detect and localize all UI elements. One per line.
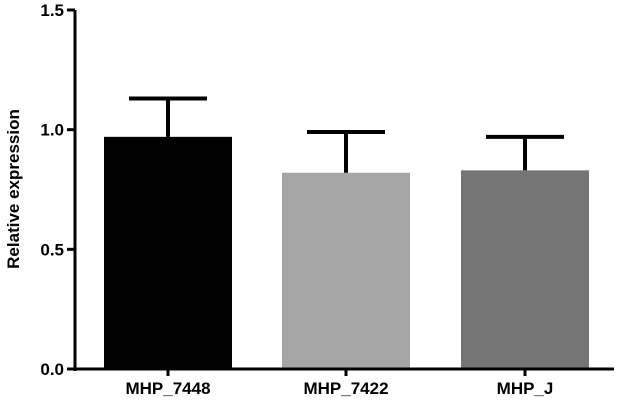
plot-layer: MHP_7448 MHP_7422 MHP_J 0.0 0.5 1.0 1.5: [40, 1, 614, 398]
y-tick-label: 0.0: [40, 360, 64, 379]
y-tick-label: 1.0: [40, 121, 64, 140]
y-tick-label: 0.5: [40, 240, 64, 259]
x-tick-label: MHP_7422: [303, 379, 388, 398]
bar-mhp-j: [461, 170, 589, 369]
bar-mhp-7448: [104, 136, 232, 369]
y-tick-label: 1.5: [40, 1, 64, 20]
x-tick-label: MHP_J: [497, 379, 554, 398]
x-tick-label: MHP_7448: [125, 379, 210, 398]
bar-mhp-7422: [282, 172, 410, 369]
y-axis-title: Relative expression: [4, 109, 23, 269]
